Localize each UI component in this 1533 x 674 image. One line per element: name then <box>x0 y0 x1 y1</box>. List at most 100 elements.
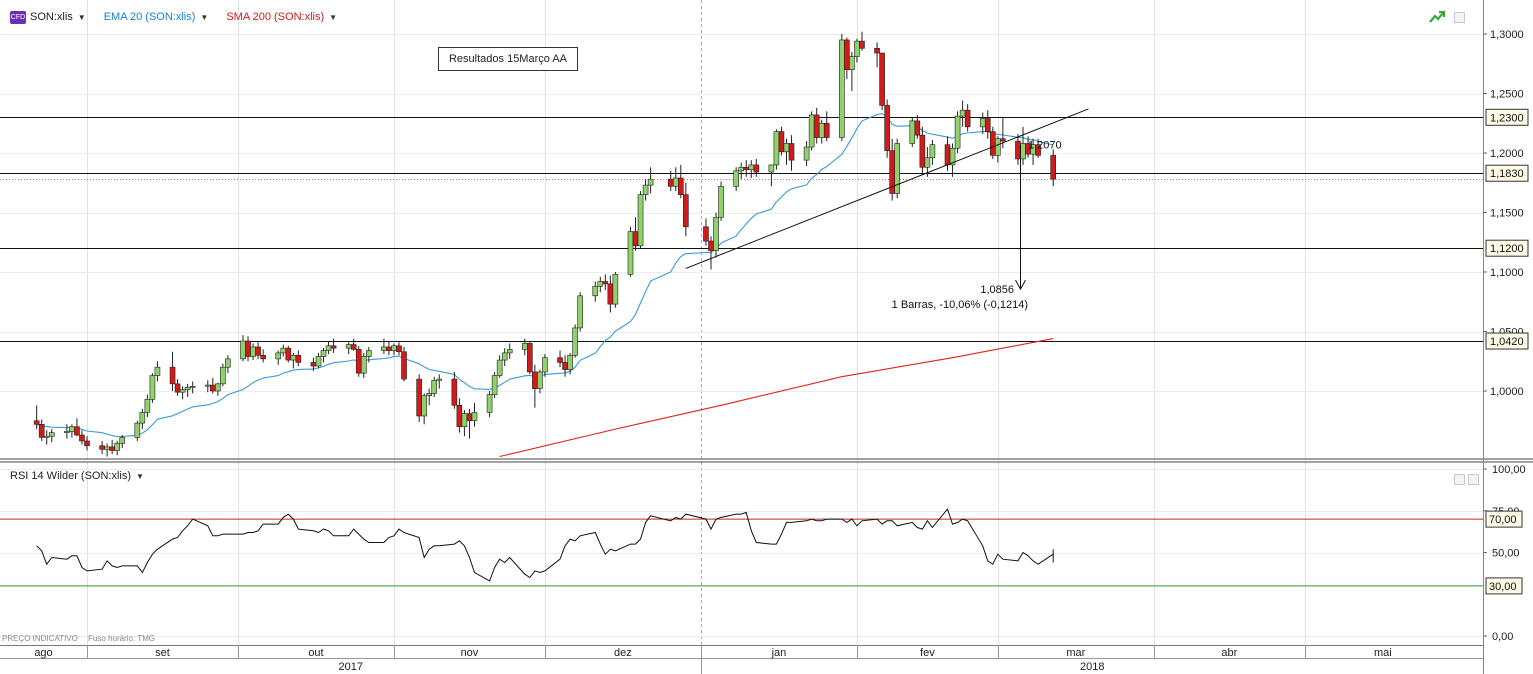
candle-body <box>74 426 80 436</box>
candle <box>919 126 926 175</box>
price-level-label: 1,1200 <box>1490 243 1524 255</box>
y-tick-label: 100,00 <box>1492 464 1526 476</box>
candle-body <box>84 440 90 447</box>
candle-body <box>683 194 689 228</box>
candle-body <box>491 375 498 395</box>
candle <box>748 160 755 178</box>
candle <box>602 274 609 290</box>
candle-body <box>748 164 755 170</box>
candle-body <box>285 347 292 361</box>
price-note: PREÇO INDICATIVO <box>2 634 78 643</box>
candle <box>844 37 850 80</box>
candle-body <box>134 422 141 438</box>
candle-body <box>366 350 372 357</box>
maximize-icon[interactable] <box>1454 12 1465 23</box>
candle-body <box>426 393 432 397</box>
candle <box>995 136 1001 163</box>
month-label: mai <box>1374 647 1392 659</box>
month-label: ago <box>34 647 52 659</box>
candle-body <box>486 394 493 413</box>
trend-arrow-icon[interactable] <box>1428 10 1446 24</box>
candle <box>592 281 599 302</box>
instrument-selector[interactable]: CFD SON:xlis ▼ <box>0 10 86 24</box>
candle <box>914 114 921 139</box>
candle-body <box>396 345 402 353</box>
candle <box>285 345 292 363</box>
candle <box>360 352 367 378</box>
candle <box>149 373 156 403</box>
candle-body <box>33 420 40 425</box>
candle <box>391 343 397 356</box>
annotation-box[interactable]: Resultados 15Março AA <box>438 47 578 71</box>
candle-body <box>240 340 246 360</box>
month-label: fev <box>920 647 935 659</box>
candle-body <box>79 434 85 442</box>
month-label: out <box>308 647 323 659</box>
candle <box>325 341 332 355</box>
candle <box>366 346 372 363</box>
candle-body <box>859 40 865 49</box>
candle <box>703 218 709 246</box>
candle <box>250 343 256 361</box>
candle <box>572 324 578 358</box>
candle-body <box>642 184 649 195</box>
candle-body <box>627 231 634 275</box>
close-icon[interactable] <box>1468 474 1479 485</box>
candle-body <box>562 362 568 370</box>
candle-body <box>48 432 55 437</box>
candle-body <box>572 327 578 356</box>
candle-body <box>522 343 528 350</box>
candle <box>290 352 297 369</box>
candle-body <box>225 358 231 368</box>
candle <box>345 342 352 355</box>
candle <box>119 435 126 449</box>
candle-body <box>466 413 473 422</box>
candle-body <box>909 120 916 144</box>
month-label: set <box>155 647 170 659</box>
candle-body <box>184 387 191 391</box>
candle <box>1020 126 1026 165</box>
candle <box>350 338 357 351</box>
candle-body <box>597 281 604 287</box>
candle-body <box>632 231 639 247</box>
candle-body <box>667 178 674 187</box>
candle <box>69 424 75 438</box>
candle <box>184 383 191 397</box>
rsi-indicator-selector[interactable]: RSI 14 Wilder (SON:xlis) ▼ <box>10 470 144 482</box>
year-label: 2017 <box>339 661 363 673</box>
candle <box>381 338 387 355</box>
candle-body <box>874 47 880 54</box>
candle-body <box>839 39 845 138</box>
sma-indicator-selector[interactable]: SMA 200 (SON:xlis) ▼ <box>226 11 337 23</box>
candle <box>738 162 744 180</box>
candle <box>215 382 221 396</box>
candle-body <box>713 216 719 251</box>
candle-body <box>929 144 936 159</box>
maximize-icon[interactable] <box>1454 474 1465 485</box>
candle-body <box>215 383 221 392</box>
dropdown-arrow-icon: ▼ <box>136 471 144 481</box>
ema-indicator-selector[interactable]: EMA 20 (SON:xlis) ▼ <box>104 11 209 23</box>
candle <box>1015 133 1021 165</box>
candle-body <box>743 166 750 170</box>
dropdown-arrow-icon: ▼ <box>77 12 86 22</box>
y-tick-label: 1,1000 <box>1490 267 1524 279</box>
candle <box>612 272 619 308</box>
candle-body <box>788 143 795 161</box>
grid-lines <box>0 0 1483 645</box>
candle <box>436 374 443 389</box>
candle <box>330 338 337 353</box>
candle <box>823 111 830 142</box>
candle-body <box>456 404 463 427</box>
candle-body <box>255 346 261 356</box>
candle <box>426 388 432 406</box>
candle <box>884 99 890 158</box>
candle <box>139 408 146 430</box>
candle <box>537 369 543 394</box>
annotations: 1,2070 1,0856 1 Barras, -10,06% (-0,1214) <box>685 108 1089 311</box>
candle <box>466 408 473 439</box>
candle-body <box>637 194 644 247</box>
candle-body <box>733 170 739 187</box>
candle <box>929 139 936 165</box>
candle-body <box>69 426 75 432</box>
